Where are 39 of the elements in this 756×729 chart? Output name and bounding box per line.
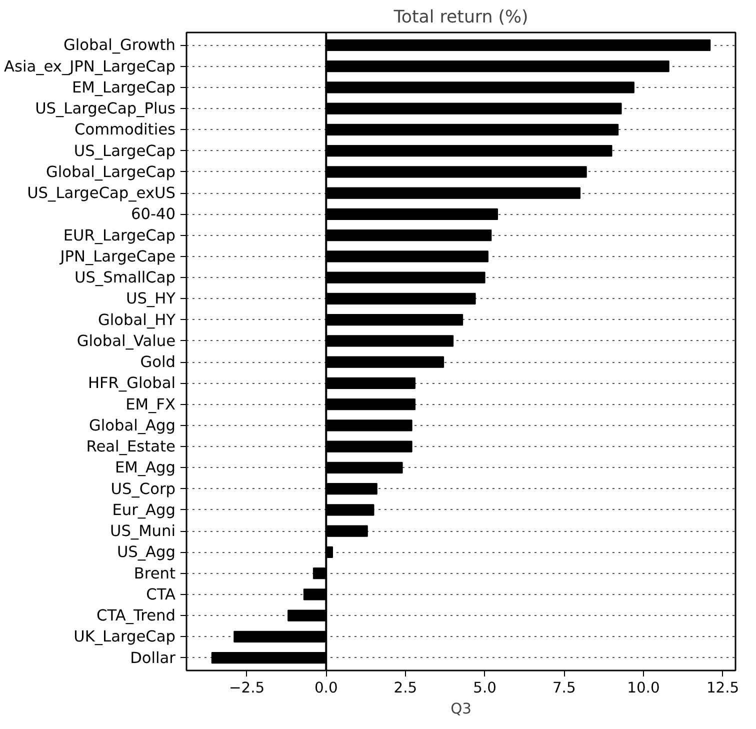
- y-tick-label: Global_Growth: [63, 36, 176, 54]
- y-tick-label: Real_Estate: [86, 438, 176, 456]
- x-tick-label: −2.5: [229, 680, 265, 696]
- x-tick-label: 10.0: [627, 680, 660, 696]
- y-tick-label: Global_HY: [98, 310, 176, 329]
- y-tick-label: EM_Agg: [114, 458, 176, 477]
- y-tick-label: US_HY: [126, 290, 176, 308]
- x-tick-label: 2.5: [394, 680, 418, 696]
- y-tick-label: CTA: [146, 585, 176, 604]
- y-tick-label: Commodities: [74, 120, 176, 139]
- x-tick-label: 0.0: [314, 680, 338, 696]
- y-tick-label: Global_LargeCap: [46, 162, 176, 181]
- y-tick-label: US_Muni: [110, 522, 176, 540]
- y-tick-label: Eur_Agg: [112, 500, 176, 519]
- x-tick-label: 12.5: [706, 680, 740, 696]
- y-tick-label: Global_Agg: [88, 416, 176, 434]
- x-axis-title: Q3: [450, 700, 472, 718]
- y-tick-label: US_Agg: [116, 543, 176, 562]
- y-tick-label: JPN_LargeCape: [59, 247, 176, 266]
- y-tick-label: Dollar: [130, 648, 176, 667]
- y-tick-label: EM_LargeCap: [72, 78, 176, 96]
- y-tick-label: HFR_Global: [88, 374, 176, 392]
- y-tick-label: CTA_Trend: [96, 606, 176, 625]
- x-tick-label: 7.5: [552, 680, 576, 696]
- chart-title: Total return (%): [392, 8, 528, 28]
- y-tick-label: US_SmallCap: [74, 268, 176, 287]
- y-tick-label: Gold: [140, 353, 176, 372]
- y-tick-label: US_Corp: [110, 480, 176, 498]
- y-tick-label: US_LargeCap_exUS: [27, 184, 176, 202]
- x-tick-label: 5.0: [473, 680, 496, 696]
- y-tick-label: UK_LargeCap: [74, 628, 176, 646]
- y-tick-label: US_LargeCap: [74, 142, 176, 160]
- y-tick-label: Brent: [134, 564, 176, 582]
- y-tick-label: 60-40: [130, 205, 176, 224]
- y-tick-label: Asia_ex_JPN_LargeCap: [4, 57, 176, 76]
- y-tick-label: EUR_LargeCap: [63, 226, 176, 244]
- y-tick-label: US_LargeCap_Plus: [35, 100, 176, 118]
- y-tick-label: Global_Value: [76, 332, 176, 350]
- y-tick-label: EM_FX: [126, 395, 176, 414]
